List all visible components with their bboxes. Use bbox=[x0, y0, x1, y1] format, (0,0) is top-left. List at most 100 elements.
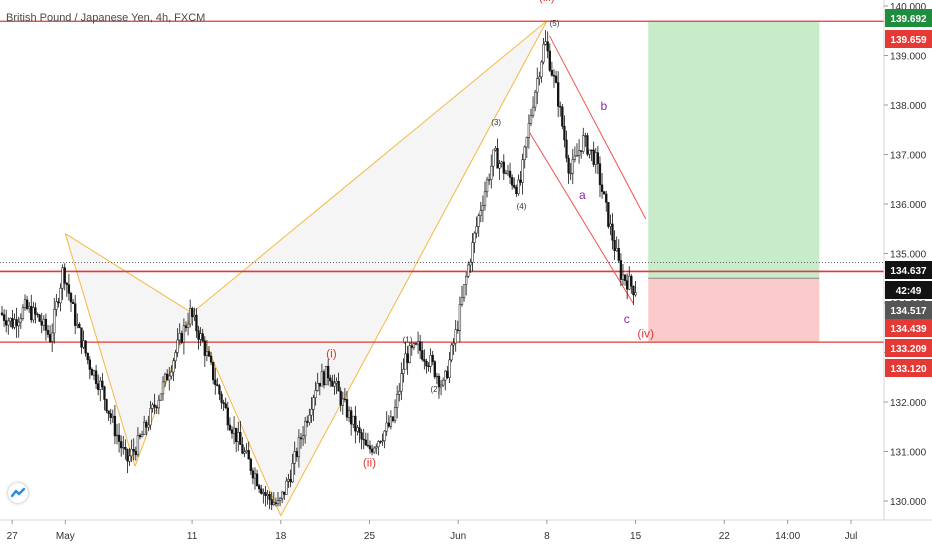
candle-body bbox=[368, 445, 372, 450]
candle bbox=[82, 330, 85, 350]
candle bbox=[389, 410, 393, 430]
wave-label: (iv) bbox=[637, 327, 654, 341]
candle-body bbox=[619, 260, 623, 280]
candle bbox=[180, 330, 183, 345]
candle bbox=[515, 184, 518, 198]
candle bbox=[621, 263, 625, 286]
candle bbox=[67, 273, 71, 301]
candle bbox=[170, 365, 173, 380]
wave-label: (2) bbox=[430, 385, 440, 394]
candle-body bbox=[19, 318, 22, 323]
candle-body bbox=[421, 350, 424, 360]
candle bbox=[178, 323, 181, 346]
candle-body bbox=[228, 424, 232, 431]
candle-body bbox=[157, 399, 160, 409]
wave-label: (1) bbox=[403, 336, 413, 345]
wave-label: (i) bbox=[326, 346, 337, 360]
candle-body bbox=[496, 148, 499, 169]
candle-body bbox=[429, 355, 432, 367]
candle bbox=[358, 420, 361, 443]
candle bbox=[364, 432, 367, 446]
candle bbox=[598, 156, 602, 198]
candle bbox=[7, 317, 10, 335]
candle bbox=[268, 491, 271, 510]
candle-body bbox=[431, 355, 434, 362]
harmonic-leg-XA bbox=[64, 233, 136, 467]
candle bbox=[301, 425, 305, 447]
candle-body bbox=[324, 365, 328, 386]
candle-body bbox=[46, 330, 50, 335]
candle bbox=[350, 406, 353, 436]
candle-body bbox=[567, 157, 570, 174]
candle bbox=[189, 299, 192, 328]
candle-body bbox=[617, 248, 620, 261]
candle-body bbox=[155, 406, 158, 409]
candle bbox=[536, 67, 539, 105]
price-badge: 134.637 bbox=[885, 261, 932, 279]
candle bbox=[38, 313, 41, 322]
candle-body bbox=[513, 184, 516, 188]
candle-body bbox=[548, 50, 551, 71]
candle-body bbox=[320, 371, 324, 387]
candlestick-series bbox=[0, 30, 637, 511]
candle-body bbox=[598, 163, 602, 186]
candle bbox=[596, 145, 600, 175]
price-badge: 139.659 bbox=[885, 30, 932, 48]
candle bbox=[145, 419, 148, 436]
candle bbox=[400, 362, 403, 401]
candle-body bbox=[481, 205, 485, 211]
candle-body bbox=[216, 384, 219, 387]
candle bbox=[297, 429, 301, 468]
candle bbox=[433, 360, 436, 380]
tradingview-logo-icon[interactable] bbox=[8, 483, 28, 503]
candle-body bbox=[626, 280, 629, 290]
time-tick-label: Jul bbox=[845, 531, 858, 542]
candle-body bbox=[337, 381, 340, 392]
candle-body bbox=[117, 434, 121, 442]
candle-body bbox=[69, 293, 73, 303]
candle-body bbox=[550, 70, 554, 76]
candle-body bbox=[391, 416, 395, 422]
candle bbox=[149, 400, 152, 430]
candle bbox=[402, 358, 405, 383]
candle bbox=[582, 127, 585, 154]
price-badge-bg bbox=[885, 30, 932, 48]
candle bbox=[134, 446, 137, 461]
price-badge-bg bbox=[885, 281, 932, 299]
candle bbox=[615, 236, 618, 252]
candle-body bbox=[467, 264, 470, 277]
candle bbox=[71, 298, 75, 304]
candle-body bbox=[364, 439, 367, 446]
wave-label: (iii) bbox=[539, 0, 555, 4]
candle bbox=[260, 484, 263, 495]
candle-body bbox=[615, 248, 618, 252]
candle bbox=[86, 352, 89, 365]
candle bbox=[548, 43, 551, 73]
candle-body bbox=[21, 307, 25, 319]
candle-body bbox=[270, 499, 273, 505]
candle-body bbox=[605, 193, 608, 203]
candle-body bbox=[500, 161, 503, 164]
candle-body bbox=[105, 399, 108, 412]
candle bbox=[222, 399, 225, 411]
candle-body bbox=[623, 274, 627, 281]
candle-body bbox=[226, 407, 229, 426]
candle-body bbox=[483, 191, 487, 206]
candle-body bbox=[128, 455, 131, 462]
candle bbox=[63, 263, 66, 291]
price-tick-label: 131.000 bbox=[890, 448, 927, 459]
harmonic-leg-CD bbox=[280, 20, 548, 517]
candle-body bbox=[153, 404, 156, 408]
candle bbox=[508, 162, 512, 185]
candle-body bbox=[559, 106, 562, 108]
candle-body bbox=[433, 361, 436, 378]
candle bbox=[456, 320, 459, 334]
candle bbox=[356, 424, 359, 436]
candle-body bbox=[362, 438, 365, 441]
candle bbox=[23, 294, 27, 311]
candle-body bbox=[573, 155, 577, 160]
candle bbox=[613, 230, 616, 260]
price-badge: 42:49 bbox=[885, 281, 932, 299]
